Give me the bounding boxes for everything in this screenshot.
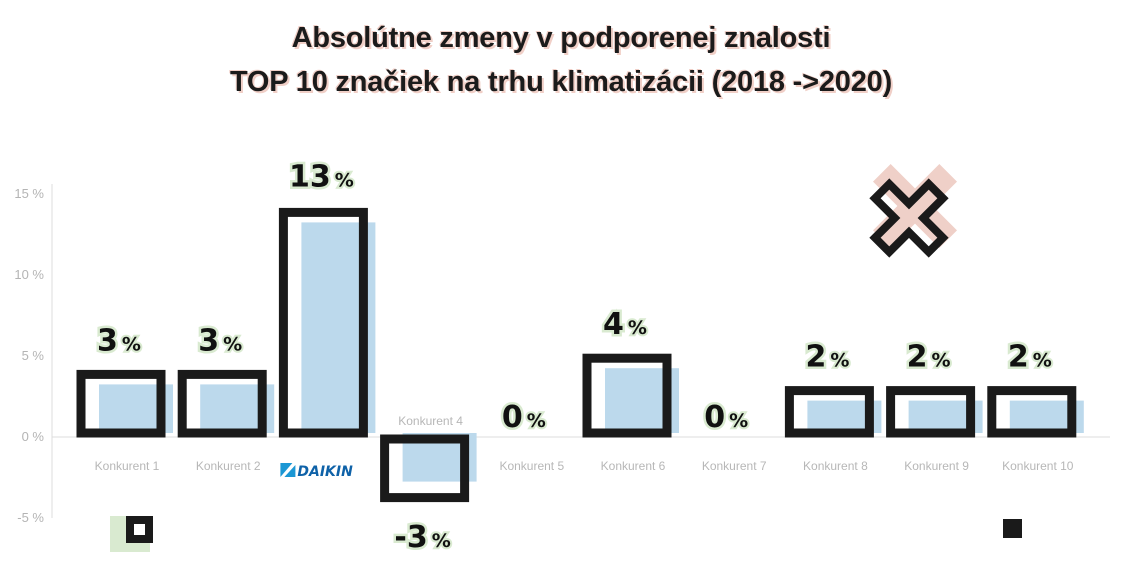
deco-square-right — [1003, 519, 1022, 538]
bar-value-label: 3% — [97, 323, 141, 358]
bar-value-label: 2% — [1008, 340, 1052, 375]
bar-value-number: 3 — [97, 323, 118, 358]
daikin-logo-text: DAIKIN — [297, 464, 353, 480]
bar-value-unit: % — [830, 350, 849, 372]
bar-value-label: 0% — [502, 400, 546, 435]
chart-title-line-1: Absolútne zmeny v podporenej znalosti — [291, 22, 831, 54]
chart-value-labels: 3% 3 %13 %-3 %0 %4 %0 %2% 2% 2% — [95, 157, 1054, 558]
category-label: Konkurent 5 — [499, 459, 564, 473]
bar-frame — [380, 434, 470, 503]
bar-value-number: 13 — [289, 159, 331, 194]
bar-value-unit: % — [729, 410, 748, 432]
bar-frame — [582, 353, 672, 438]
bar-value-unit: % — [122, 333, 141, 355]
deco-square-hole — [134, 524, 145, 535]
category-label: Konkurent 8 — [803, 459, 868, 473]
bar-value-label: 0% — [704, 400, 748, 435]
bar-frame — [886, 386, 976, 438]
daikin-logo-mark — [284, 465, 296, 477]
chart-decorations — [110, 164, 1022, 552]
bar-value-unit: % — [932, 350, 951, 372]
bar-value-unit: % — [223, 333, 242, 355]
bar-value-number: 2 — [805, 340, 826, 375]
bar-value-number: 3 — [198, 323, 219, 358]
bar-frame — [987, 386, 1077, 438]
bar-value-unit: % — [1033, 350, 1052, 372]
chart-category-labels: Konkurent 1 Konkurent 2 DAIKIN Konkurent 4 K… — [95, 414, 1074, 480]
y-tick-label: 0 % — [22, 429, 45, 444]
bar-value-number: 2 — [907, 340, 928, 375]
chart-title-line-2: TOP 10 značiek na trhu klimatizácii (201… — [229, 66, 893, 98]
bar-value-number: -3 — [394, 520, 427, 555]
y-tick-label: 5 % — [22, 348, 45, 363]
bar-value-label: 2% — [805, 340, 849, 375]
category-label: Konkurent 7 — [702, 459, 767, 473]
y-tick-label: -5 % — [17, 510, 44, 525]
bar-value-label: 2% — [907, 340, 951, 375]
bar-frame — [784, 386, 874, 438]
bar-value-number: 2 — [1008, 340, 1029, 375]
bar-value-unit: % — [432, 530, 451, 552]
category-label: Konkurent 2 — [196, 459, 261, 473]
category-label: Konkurent 4 — [398, 414, 463, 428]
bar-value-label: 13% — [289, 159, 354, 194]
bar-value-label: 3% — [198, 323, 242, 358]
y-tick-label: 10 % — [14, 267, 44, 282]
category-label: Konkurent 10 — [1002, 459, 1074, 473]
bar-value-unit: % — [335, 169, 354, 191]
cross-outline — [869, 178, 949, 258]
daikin-logo-mark — [280, 463, 293, 477]
bar-value-unit: % — [628, 317, 647, 339]
chart-bars — [76, 207, 1084, 503]
category-label: Konkurent 9 — [904, 459, 969, 473]
bar-value-unit: % — [527, 410, 546, 432]
category-label: Konkurent 1 — [95, 459, 160, 473]
bar-value-number: 4 — [603, 307, 624, 342]
bar-frame — [76, 369, 166, 438]
bar-frame — [177, 369, 267, 438]
y-tick-label: 15 % — [14, 186, 44, 201]
category-label: Konkurent 6 — [601, 459, 666, 473]
bar-value-number: 0 — [502, 400, 523, 435]
daikin-logo: DAIKIN — [280, 463, 353, 480]
bar-value-number: 0 — [704, 400, 725, 435]
bar-value-label: -3% — [394, 520, 450, 555]
bar-value-label: 4% — [603, 307, 647, 342]
bar-frame — [278, 207, 368, 438]
